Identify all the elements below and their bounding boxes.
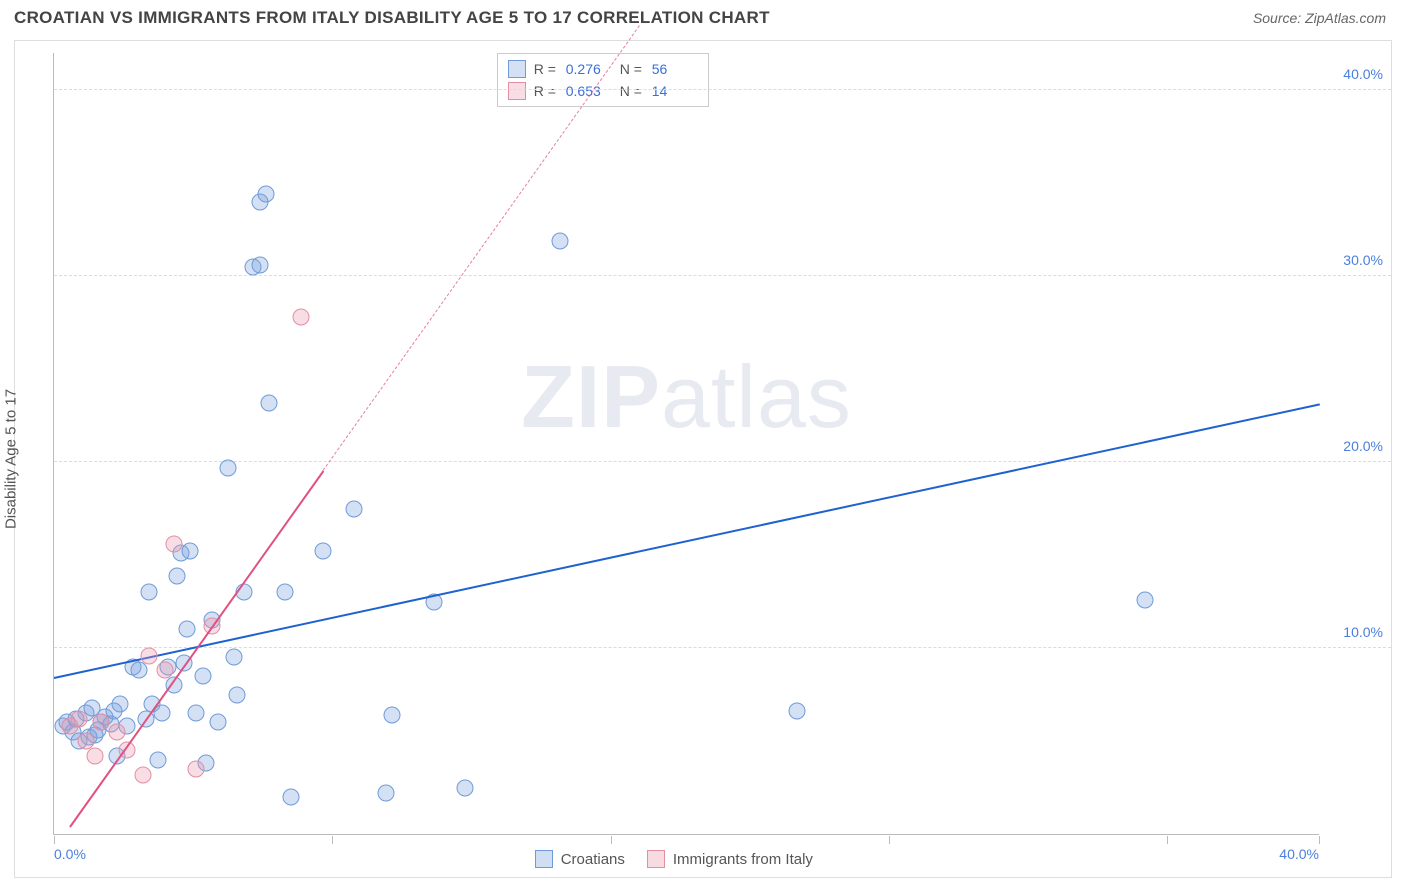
- y-tick-label: 10.0%: [1343, 624, 1383, 640]
- data-point: [276, 584, 293, 601]
- data-point: [378, 785, 395, 802]
- x-tick: [332, 836, 333, 844]
- n-label: N =: [620, 83, 644, 99]
- legend-swatch: [647, 850, 665, 868]
- data-point: [384, 707, 401, 724]
- gridline: [54, 461, 1391, 462]
- data-point: [150, 751, 167, 768]
- data-point: [178, 621, 195, 638]
- data-point: [789, 703, 806, 720]
- stats-legend: R =0.276N =56R =0.653N =14: [497, 53, 709, 107]
- data-point: [219, 459, 236, 476]
- x-tick: [1167, 836, 1168, 844]
- y-tick-label: 40.0%: [1343, 66, 1383, 82]
- legend-item: Croatians: [535, 850, 625, 868]
- gridline: [54, 647, 1391, 648]
- legend-label: Croatians: [561, 851, 625, 868]
- data-point: [1137, 591, 1154, 608]
- legend-item: Immigrants from Italy: [647, 850, 813, 868]
- data-point: [210, 714, 227, 731]
- x-tick: [54, 836, 55, 844]
- chart-container: Disability Age 5 to 17 ZIPatlas R =0.276…: [14, 40, 1392, 878]
- data-point: [229, 686, 246, 703]
- data-point: [188, 705, 205, 722]
- x-tick: [1319, 836, 1320, 844]
- watermark: ZIPatlas: [521, 346, 852, 448]
- data-point: [181, 543, 198, 560]
- data-point: [134, 766, 151, 783]
- data-point: [140, 647, 157, 664]
- legend-swatch: [508, 82, 526, 100]
- source-attribution: Source: ZipAtlas.com: [1253, 10, 1386, 26]
- data-point: [109, 723, 126, 740]
- data-point: [261, 394, 278, 411]
- data-point: [226, 649, 243, 666]
- x-tick-label: 0.0%: [54, 846, 86, 862]
- data-point: [156, 662, 173, 679]
- r-label: R =: [534, 61, 558, 77]
- data-point: [169, 567, 186, 584]
- trendline: [54, 403, 1320, 679]
- legend-swatch: [535, 850, 553, 868]
- stats-row: R =0.653N =14: [508, 80, 698, 102]
- gridline: [54, 275, 1391, 276]
- data-point: [251, 257, 268, 274]
- data-point: [71, 710, 88, 727]
- data-point: [292, 309, 309, 326]
- data-point: [552, 232, 569, 249]
- plot-area: ZIPatlas R =0.276N =56R =0.653N =14 Croa…: [53, 53, 1319, 835]
- y-tick-label: 30.0%: [1343, 252, 1383, 268]
- legend-swatch: [508, 60, 526, 78]
- legend-label: Immigrants from Italy: [673, 851, 813, 868]
- trendline-extrapolated: [323, 25, 640, 471]
- y-tick-label: 20.0%: [1343, 438, 1383, 454]
- data-point: [188, 760, 205, 777]
- data-point: [140, 584, 157, 601]
- data-point: [457, 779, 474, 796]
- data-point: [93, 714, 110, 731]
- data-point: [131, 662, 148, 679]
- data-point: [314, 543, 331, 560]
- data-point: [257, 186, 274, 203]
- data-point: [87, 747, 104, 764]
- r-label: R =: [534, 83, 558, 99]
- n-value: 56: [652, 61, 698, 77]
- data-point: [112, 695, 129, 712]
- chart-title: CROATIAN VS IMMIGRANTS FROM ITALY DISABI…: [14, 8, 770, 28]
- series-legend: Croatians Immigrants from Italy: [535, 850, 813, 868]
- gridline: [54, 89, 1391, 90]
- x-tick: [889, 836, 890, 844]
- x-tick-label: 40.0%: [1279, 846, 1319, 862]
- n-label: N =: [620, 61, 644, 77]
- y-axis-label: Disability Age 5 to 17: [3, 389, 20, 529]
- n-value: 14: [652, 83, 698, 99]
- data-point: [166, 535, 183, 552]
- x-tick: [611, 836, 612, 844]
- data-point: [283, 788, 300, 805]
- data-point: [346, 500, 363, 517]
- data-point: [194, 667, 211, 684]
